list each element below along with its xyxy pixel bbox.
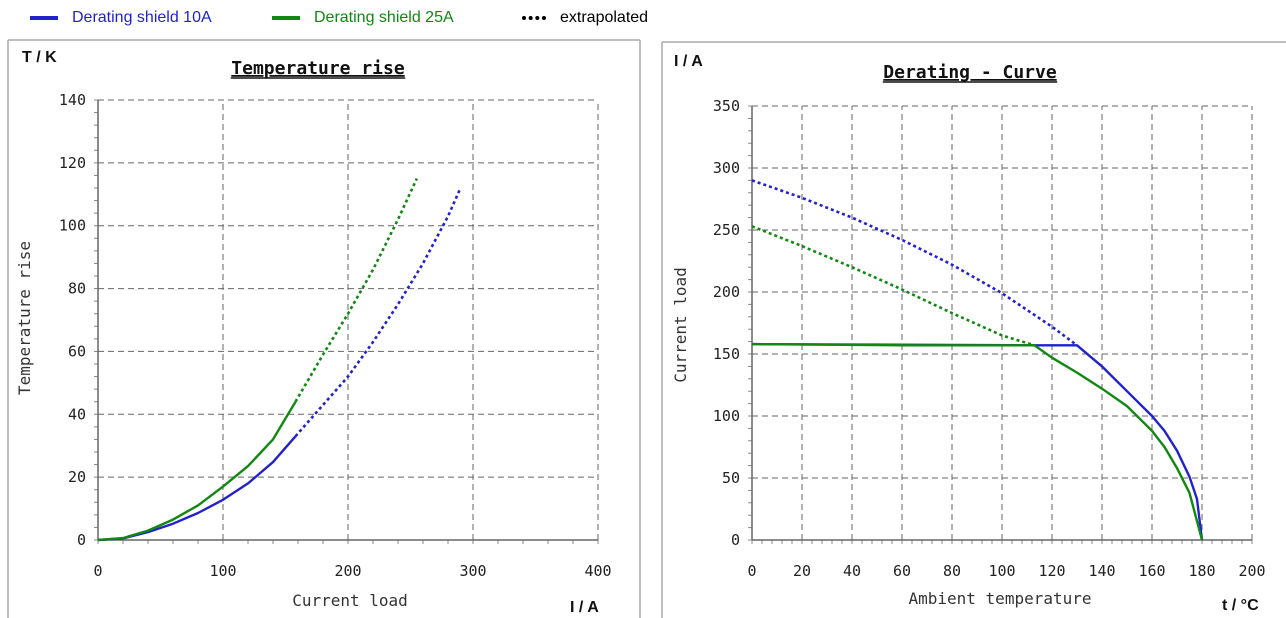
legend-swatch-25a bbox=[272, 16, 300, 20]
temp-y-tick-label: 140 bbox=[59, 91, 86, 109]
derating-y-tick-label: 200 bbox=[713, 283, 740, 301]
legend-swatch-extrapolated bbox=[522, 16, 546, 20]
legend-label-10a: Derating shield 10A bbox=[72, 9, 212, 26]
derating-x-tick-label: 180 bbox=[1188, 562, 1215, 580]
derating-y-axis-label: Current load bbox=[671, 267, 690, 383]
temp-y-tick-label: 20 bbox=[68, 468, 86, 486]
derating-x-unit-label: t / °C bbox=[1222, 597, 1259, 614]
derating-x-tick-label: 160 bbox=[1138, 562, 1165, 580]
derating-x-tick-label: 200 bbox=[1238, 562, 1265, 580]
derating-y-tick-label: 50 bbox=[722, 469, 740, 487]
temp-y-tick-label: 100 bbox=[59, 217, 86, 235]
derating-y-tick-label: 100 bbox=[713, 407, 740, 425]
temp-series-line-1 bbox=[294, 187, 462, 438]
temp-y-tick-label: 40 bbox=[68, 405, 86, 423]
derating-x-tick-label: 20 bbox=[793, 562, 811, 580]
temp-x-axis-label: Current load bbox=[292, 591, 408, 610]
temperature-rise-chart: 0 100 200 300 400 0 20 40 60 80 100 120 140 Temperatu… bbox=[15, 49, 612, 616]
temp-y-tick-label: 60 bbox=[68, 342, 86, 360]
legend-item-extrapolated: extrapolated bbox=[522, 9, 648, 27]
temp-chart-title: Temperature rise bbox=[231, 58, 405, 79]
derating-x-tick-label: 100 bbox=[988, 562, 1015, 580]
derating-series-line-3 bbox=[751, 342, 1204, 541]
derating-x-tick-label: 120 bbox=[1038, 562, 1065, 580]
temp-y-tick-label: 80 bbox=[68, 280, 86, 298]
temp-series-line-3 bbox=[294, 178, 418, 403]
derating-y-unit-label: I / A bbox=[674, 53, 703, 70]
derating-x-tick-label: 140 bbox=[1088, 562, 1115, 580]
temp-x-unit-label: I / A bbox=[570, 599, 599, 616]
legend: Derating shield 10A Derating shield 25A … bbox=[0, 0, 1286, 34]
temp-y-unit-label: T / K bbox=[22, 49, 57, 66]
legend-item-25a: Derating shield 25A bbox=[272, 9, 454, 27]
derating-x-axis-label: Ambient temperature bbox=[908, 589, 1091, 608]
temp-x-tick-label: 0 bbox=[93, 562, 102, 580]
temp-series-line-0 bbox=[97, 435, 297, 542]
legend-item-10a: Derating shield 10A bbox=[30, 9, 212, 27]
legend-label-extrapolated: extrapolated bbox=[560, 9, 649, 26]
temp-x-tick-label: 100 bbox=[209, 562, 236, 580]
derating-y-tick-label: 150 bbox=[713, 345, 740, 363]
derating-series-line-1 bbox=[751, 342, 1204, 541]
temp-y-tick-label: 0 bbox=[77, 531, 86, 549]
derating-y-tick-label: 0 bbox=[731, 531, 740, 549]
legend-swatch-10a bbox=[30, 16, 58, 20]
temp-y-tick-label: 120 bbox=[59, 154, 86, 172]
derating-curve-chart: 0 20 40 60 80 100 120 140 160 180 200 0 50 100 150 200 2… bbox=[671, 53, 1266, 614]
derating-series-line-0 bbox=[751, 179, 1078, 347]
derating-chart-title: Derating - Curve bbox=[883, 62, 1057, 83]
temp-series-line-2 bbox=[97, 401, 297, 542]
legend-label-25a: Derating shield 25A bbox=[314, 9, 454, 26]
derating-y-tick-label: 300 bbox=[713, 159, 740, 177]
derating-y-tick-label: 250 bbox=[713, 221, 740, 239]
temp-x-tick-label: 400 bbox=[584, 562, 611, 580]
derating-x-tick-label: 80 bbox=[943, 562, 961, 580]
derating-x-tick-label: 0 bbox=[747, 562, 756, 580]
temp-x-tick-label: 200 bbox=[334, 562, 361, 580]
derating-x-tick-label: 60 bbox=[893, 562, 911, 580]
temp-y-axis-label: Temperature rise bbox=[15, 241, 34, 395]
derating-series-line-2 bbox=[751, 225, 1035, 347]
derating-x-tick-label: 40 bbox=[843, 562, 861, 580]
temp-x-tick-label: 300 bbox=[459, 562, 486, 580]
derating-y-tick-label: 350 bbox=[713, 97, 740, 115]
